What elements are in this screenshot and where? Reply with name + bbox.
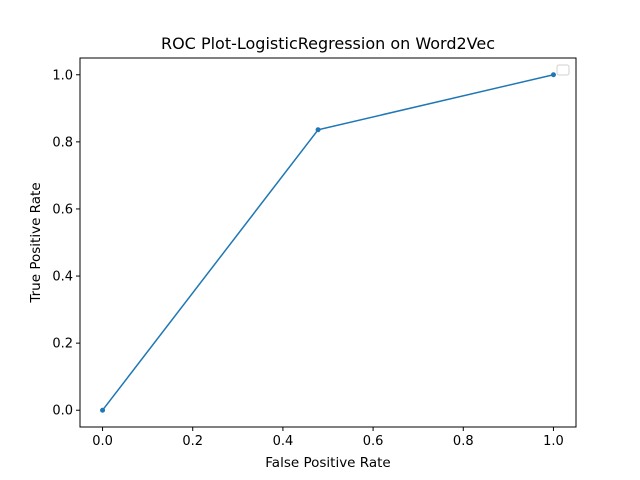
x-tick-label: 0.0 bbox=[92, 434, 113, 449]
x-axis-label: False Positive Rate bbox=[265, 455, 390, 471]
y-axis: 0.0 0.2 0.4 0.6 0.8 1.0 bbox=[52, 68, 80, 419]
roc-point bbox=[550, 72, 556, 78]
roc-point bbox=[100, 407, 106, 413]
x-axis: 0.0 0.2 0.4 0.6 0.8 1.0 bbox=[92, 427, 564, 449]
y-tick-label: 0.4 bbox=[52, 270, 73, 285]
x-tick-label: 0.4 bbox=[273, 434, 294, 449]
y-axis-label: True Positive Rate bbox=[28, 182, 44, 303]
plot-area bbox=[79, 57, 577, 428]
y-tick-label: 0.0 bbox=[52, 404, 73, 419]
y-tick-label: 0.8 bbox=[52, 135, 73, 150]
y-tick-label: 0.2 bbox=[52, 337, 73, 352]
series-layer bbox=[100, 72, 556, 413]
x-tick-label: 0.8 bbox=[453, 434, 474, 449]
chart-title: ROC Plot-LogisticRegression on Word2Vec bbox=[161, 34, 495, 53]
y-tick-label: 0.6 bbox=[52, 202, 73, 217]
x-tick-label: 0.6 bbox=[363, 434, 384, 449]
y-tick-label: 1.0 bbox=[52, 68, 73, 83]
x-tick-label: 0.2 bbox=[182, 434, 203, 449]
legend-box bbox=[556, 64, 570, 76]
roc-point bbox=[315, 127, 321, 133]
x-tick-label: 1.0 bbox=[543, 434, 564, 449]
roc-curve-line bbox=[101, 74, 554, 411]
